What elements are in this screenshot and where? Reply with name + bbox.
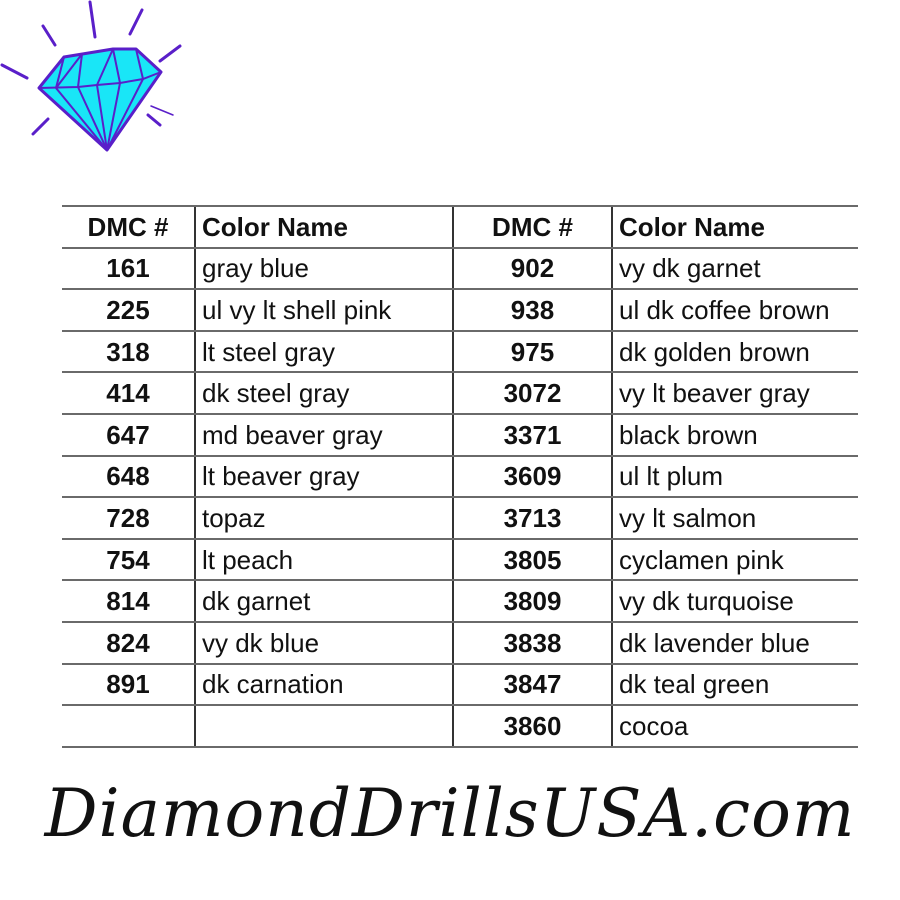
dmc-cell: 647 [62,413,195,457]
dmc-cell: 3609 [452,455,612,499]
dmc-cell: 3809 [452,580,612,623]
header-color-name-right: Color Name [611,205,858,249]
table-row: 318 lt steel gray 975 dk golden brown [62,330,858,374]
dmc-cell: 225 [62,289,195,332]
table-row: 161 gray blue 902 vy dk garnet [62,247,858,291]
header-dmc-left: DMC # [62,205,195,249]
table-row: 754 lt peach 3805 cyclamen pink [62,538,858,582]
dmc-cell: 754 [62,538,195,582]
table-row: 3860 cocoa [62,705,858,748]
dmc-cell: 648 [62,455,195,499]
color-name-cell: dk golden brown [611,330,858,374]
color-name-cell: md beaver gray [194,413,453,457]
dmc-cell: 414 [62,372,195,415]
table-row: 814 dk garnet 3809 vy dk turquoise [62,580,858,623]
dmc-cell [62,705,195,748]
color-name-cell: lt beaver gray [194,455,453,499]
dmc-cell: 902 [452,247,612,291]
color-name-cell: ul dk coffee brown [611,289,858,332]
color-name-cell: dk garnet [194,580,453,623]
color-name-cell: lt steel gray [194,330,453,374]
color-name-cell: cocoa [611,705,858,748]
dmc-cell: 3838 [452,621,612,665]
color-name-cell: ul vy lt shell pink [194,289,453,332]
color-name-cell: dk lavender blue [611,621,858,665]
color-name-cell: lt peach [194,538,453,582]
dmc-cell: 3805 [452,538,612,582]
dmc-cell: 3371 [452,413,612,457]
color-name-cell: dk teal green [611,663,858,707]
color-name-cell: dk steel gray [194,372,453,415]
color-name-cell: topaz [194,497,453,540]
color-name-cell: dk carnation [194,663,453,707]
dmc-cell: 3072 [452,372,612,415]
dmc-cell: 3860 [452,705,612,748]
color-name-cell: gray blue [194,247,453,291]
header-dmc-right: DMC # [452,205,612,249]
color-table: DMC # Color Name DMC # Color Name 161 gra… [62,205,858,748]
dmc-cell: 975 [452,330,612,374]
color-name-cell: cyclamen pink [611,538,858,582]
color-name-cell: vy lt salmon [611,497,858,540]
dmc-cell: 938 [452,289,612,332]
dmc-cell: 824 [62,621,195,665]
dmc-cell: 161 [62,247,195,291]
table-row: 891 dk carnation 3847 dk teal green [62,663,858,707]
table-row: 728 topaz 3713 vy lt salmon [62,497,858,540]
color-name-cell: vy dk turquoise [611,580,858,623]
header-color-name-left: Color Name [194,205,453,249]
dmc-cell: 3847 [452,663,612,707]
dmc-cell: 728 [62,497,195,540]
table-row: 414 dk steel gray 3072 vy lt beaver gray [62,372,858,415]
table-header-row: DMC # Color Name DMC # Color Name [62,205,858,249]
color-name-cell: ul lt plum [611,455,858,499]
table-row: 648 lt beaver gray 3609 ul lt plum [62,455,858,499]
website-footer: DiamondDrillsUSA.com [44,775,856,852]
color-name-cell: vy lt beaver gray [611,372,858,415]
dmc-cell: 814 [62,580,195,623]
color-name-cell [194,705,453,748]
diamond-icon [0,0,182,152]
dmc-cell: 891 [62,663,195,707]
color-name-cell: vy dk blue [194,621,453,665]
dmc-cell: 318 [62,330,195,374]
dmc-cell: 3713 [452,497,612,540]
table-row: 647 md beaver gray 3371 black brown [62,413,858,457]
table-row: 225 ul vy lt shell pink 938 ul dk coffee br… [62,289,858,332]
color-name-cell: black brown [611,413,858,457]
color-name-cell: vy dk garnet [611,247,858,291]
table-row: 824 vy dk blue 3838 dk lavender blue [62,621,858,665]
